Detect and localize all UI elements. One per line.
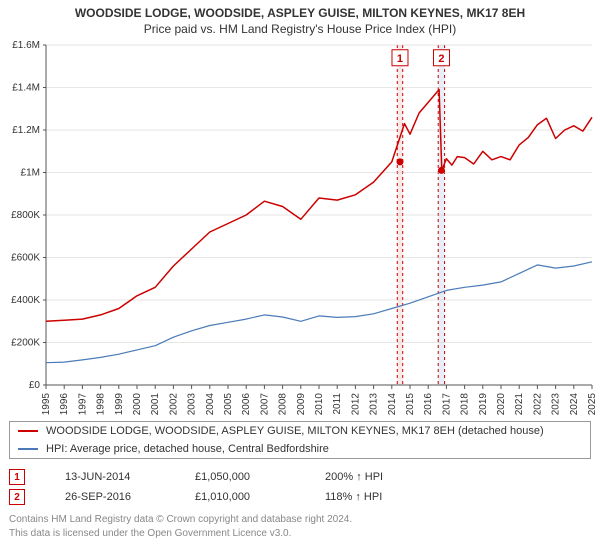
svg-text:1995: 1995 [41,393,52,416]
sale-price: £1,050,000 [195,471,285,483]
svg-text:£1M: £1M [21,168,40,179]
footer: Contains HM Land Registry data © Crown c… [9,513,591,540]
svg-text:2019: 2019 [478,393,489,416]
svg-text:1: 1 [397,53,403,65]
svg-text:2020: 2020 [496,393,507,416]
svg-text:£1.6M: £1.6M [12,40,40,51]
svg-text:2: 2 [438,53,444,65]
legend-item: HPI: Average price, detached house, Cent… [10,440,590,458]
svg-text:2014: 2014 [387,393,398,416]
svg-text:2002: 2002 [168,393,179,416]
legend-item: WOODSIDE LODGE, WOODSIDE, ASPLEY GUISE, … [10,422,590,440]
footer-line-2: This data is licensed under the Open Gov… [9,527,591,541]
svg-text:2009: 2009 [296,393,307,416]
svg-text:£0: £0 [29,380,41,391]
svg-text:£200K: £200K [11,338,40,349]
sale-row: 2 26-SEP-2016 £1,010,000 118% ↑ HPI [9,487,591,507]
svg-text:2008: 2008 [278,393,289,416]
svg-text:2022: 2022 [532,393,543,416]
svg-text:2018: 2018 [460,393,471,416]
legend-swatch [18,448,38,450]
svg-text:2007: 2007 [259,393,270,416]
svg-text:2025: 2025 [587,393,598,416]
sale-date: 26-SEP-2016 [65,491,155,503]
legend-swatch [18,430,38,432]
sale-date: 13-JUN-2014 [65,471,155,483]
sale-marker: 2 [9,489,25,505]
svg-text:£1.2M: £1.2M [12,125,40,136]
svg-text:2023: 2023 [551,393,562,416]
svg-text:2011: 2011 [332,393,343,415]
svg-text:£1.4M: £1.4M [12,83,40,94]
svg-text:1996: 1996 [59,393,70,416]
svg-text:1997: 1997 [77,393,88,416]
sales-table: 1 13-JUN-2014 £1,050,000 200% ↑ HPI 2 26-SEP-… [9,467,591,507]
svg-text:£400K: £400K [11,295,40,306]
legend: WOODSIDE LODGE, WOODSIDE, ASPLEY GUISE, … [9,421,591,459]
footer-line-1: Contains HM Land Registry data © Crown c… [9,513,591,527]
sale-marker: 1 [9,469,25,485]
svg-text:1998: 1998 [96,393,107,416]
svg-text:£800K: £800K [11,210,40,221]
chart-title: WOODSIDE LODGE, WOODSIDE, ASPLEY GUISE, … [0,0,600,22]
legend-label: WOODSIDE LODGE, WOODSIDE, ASPLEY GUISE, … [46,425,544,437]
svg-text:2021: 2021 [514,393,525,416]
svg-text:2017: 2017 [441,393,452,416]
sale-row: 1 13-JUN-2014 £1,050,000 200% ↑ HPI [9,467,591,487]
svg-text:2012: 2012 [350,393,361,416]
sale-delta: 118% ↑ HPI [325,491,382,503]
svg-text:£600K: £600K [11,253,40,264]
svg-text:2005: 2005 [223,393,234,416]
svg-text:2015: 2015 [405,393,416,416]
svg-text:2024: 2024 [569,393,580,416]
chart-plot-area: £0 £200K £400K £600K £800K £1M £1.2M £1.4M £1.6M… [0,37,598,417]
svg-text:2003: 2003 [187,393,198,416]
svg-text:2000: 2000 [132,393,143,416]
legend-label: HPI: Average price, detached house, Cent… [46,443,329,455]
svg-text:2006: 2006 [241,393,252,416]
svg-text:2016: 2016 [423,393,434,416]
svg-text:2001: 2001 [150,393,161,416]
sale-price: £1,010,000 [195,491,285,503]
chart-svg: £0 £200K £400K £600K £800K £1M £1.2M £1.4M £1.6M… [0,37,600,417]
svg-text:2010: 2010 [314,393,325,416]
svg-text:2004: 2004 [205,393,216,416]
chart-container: WOODSIDE LODGE, WOODSIDE, ASPLEY GUISE, … [0,0,600,560]
svg-text:1999: 1999 [114,393,125,416]
chart-subtitle: Price paid vs. HM Land Registry's House … [0,22,600,38]
sale-delta: 200% ↑ HPI [325,471,383,483]
svg-text:2013: 2013 [369,393,380,416]
